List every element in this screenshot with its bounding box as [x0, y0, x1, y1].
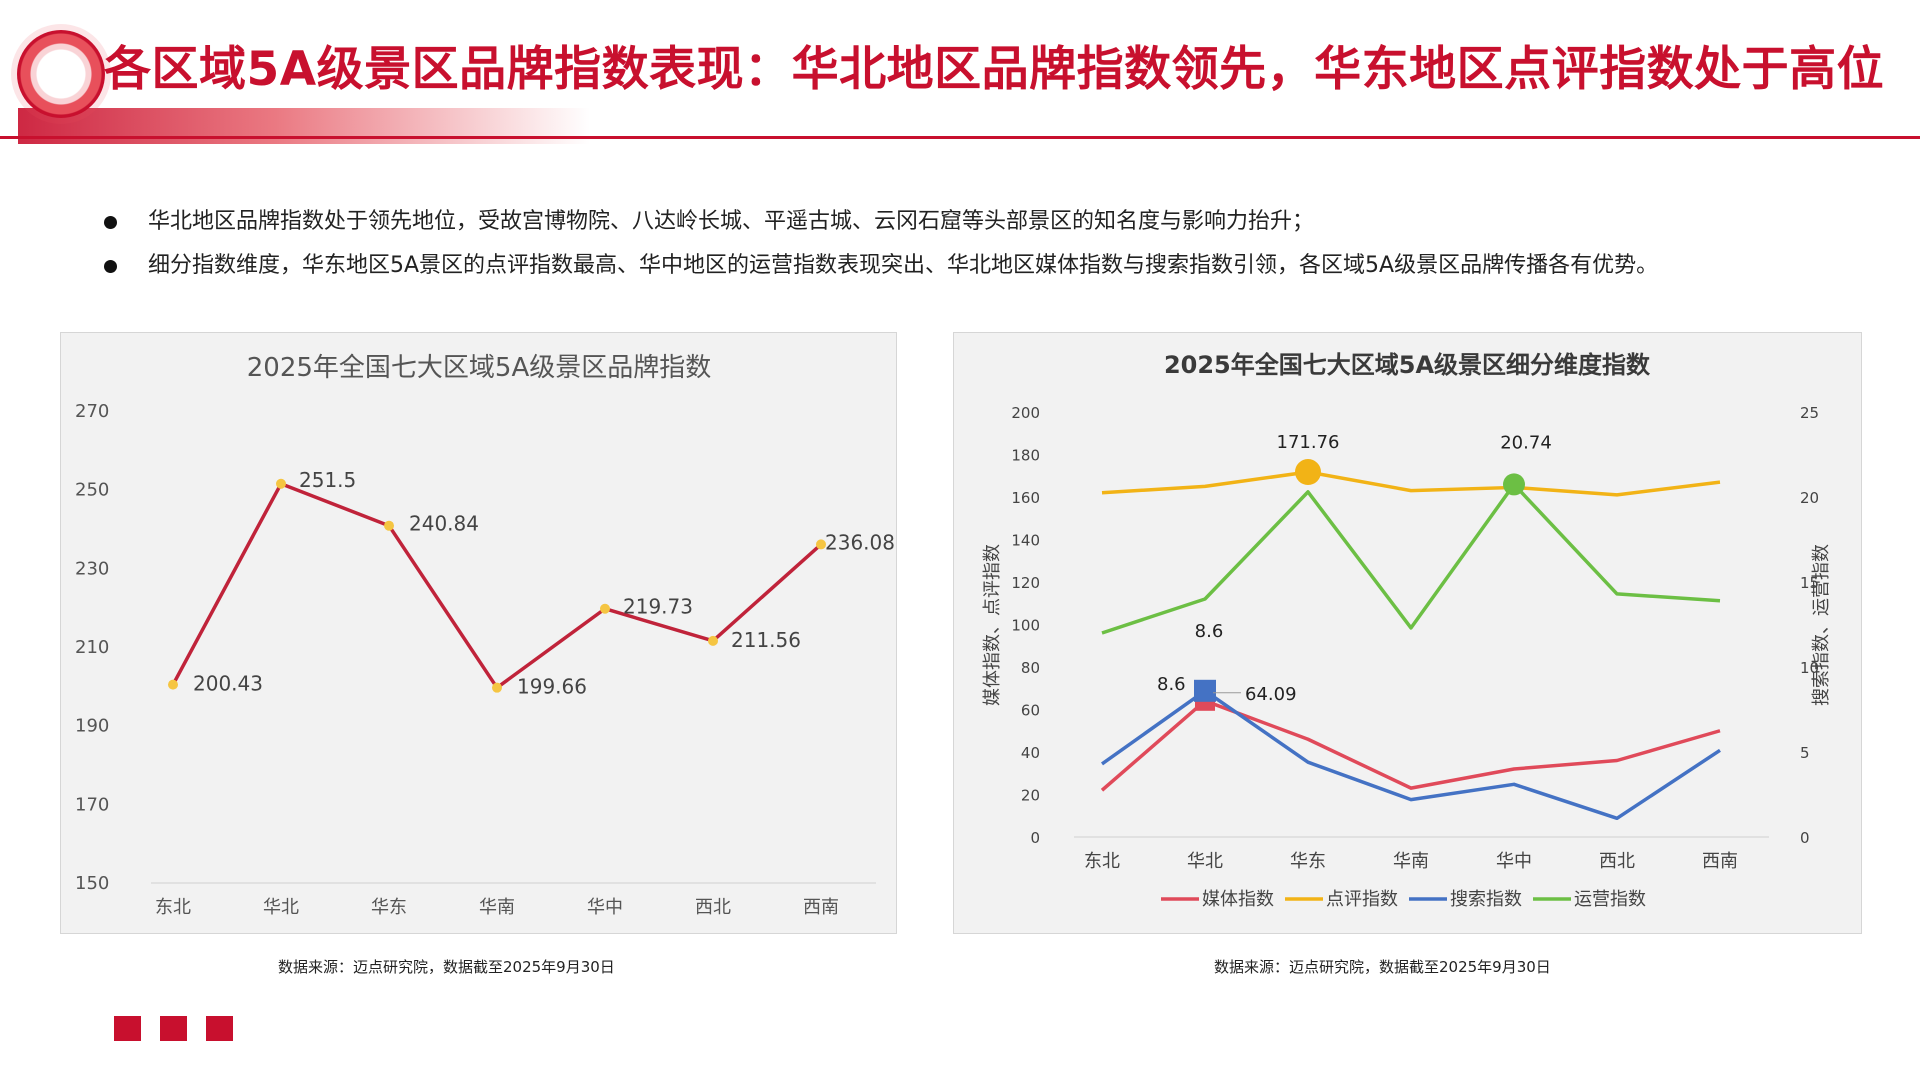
series-line: [1101, 470, 1721, 497]
decor-square-icon: [114, 1016, 141, 1041]
data-point: [708, 635, 718, 646]
chart-title: 2025年全国七大区域5A级景区品牌指数: [247, 353, 712, 383]
brand-index-chart-panel: 2025年全国七大区域5A级景区品牌指数 150 170 190 210 230 250 27…: [60, 332, 897, 934]
y-left-tick-label: 160: [1011, 489, 1040, 507]
y-left-tick-label: 0: [1030, 829, 1040, 847]
decor-square-icon: [160, 1016, 187, 1041]
bullet-text: 华北地区品牌指数处于领先地位，受故宫博物院、八达岭长城、平遥古城、云冈石窟等头部…: [148, 209, 1315, 234]
data-point: [168, 679, 178, 690]
y-tick-label: 150: [75, 873, 109, 894]
x-tick-label: 华中: [1496, 851, 1532, 872]
data-label: 199.66: [517, 675, 587, 699]
data-label: 200.43: [193, 672, 263, 696]
y-tick-label: 210: [75, 637, 109, 658]
x-tick-label: 华南: [1393, 851, 1429, 872]
data-label: 240.84: [409, 512, 479, 536]
series-line: [171, 482, 823, 690]
y-right-tick-label: 10: [1800, 659, 1819, 677]
x-tick-label: 华南: [479, 897, 515, 918]
data-source-left: 数据来源：迈点研究院，数据截至2025年9月30日: [278, 958, 615, 976]
y-right-tick-label: 20: [1800, 489, 1819, 507]
y-left-tick-label: 120: [1011, 574, 1040, 592]
y-tick-label: 190: [75, 716, 109, 737]
legend-label: 运营指数: [1574, 889, 1646, 910]
y-tick-label: 270: [75, 401, 109, 422]
y-right-tick-label: 0: [1800, 829, 1810, 847]
y-left-tick-label: 140: [1011, 532, 1040, 550]
legend-label: 媒体指数: [1202, 889, 1274, 910]
data-label: 8.6: [1157, 674, 1186, 695]
data-label: 236.08: [825, 530, 895, 554]
x-tick-label: 西南: [803, 897, 839, 918]
y-left-tick-label: 20: [1021, 787, 1040, 805]
y-left-tick-label: 180: [1011, 447, 1040, 465]
y-right-tick-label: 25: [1800, 404, 1819, 422]
header-divider: [0, 136, 1920, 139]
data-label: 64.09: [1245, 684, 1297, 705]
sub-index-chart: 2025年全国七大区域5A级景区细分维度指数020406080100120140…: [982, 351, 1832, 910]
x-tick-label: 华北: [1187, 851, 1223, 872]
chart-title: 2025年全国七大区域5A级景区细分维度指数: [1164, 351, 1651, 379]
data-label: 171.76: [1277, 432, 1340, 453]
x-tick-label: 西南: [1702, 851, 1738, 872]
highlight-marker: [1503, 473, 1525, 496]
data-label: 20.74: [1500, 432, 1552, 453]
highlight-marker: [1295, 459, 1321, 486]
y-tick-label: 230: [75, 558, 109, 579]
data-point: [816, 539, 826, 550]
data-point: [492, 682, 502, 693]
y-right-tick-label: 5: [1800, 744, 1810, 762]
page-title: 各区域5A级景区品牌指数表现：华北地区品牌指数领先，华东地区点评指数处于高位: [104, 42, 1885, 97]
y-left-tick-label: 200: [1011, 404, 1040, 422]
data-label: 211.56: [731, 628, 801, 652]
x-tick-label: 西北: [695, 897, 731, 918]
sub-index-chart-panel: 2025年全国七大区域5A级景区细分维度指数 0 20 40 60 80 100 120 140…: [953, 332, 1862, 934]
y-tick-label: 250: [75, 480, 109, 501]
legend-label: 搜索指数: [1450, 889, 1522, 910]
series-line: [1101, 482, 1721, 635]
legend-label: 点评指数: [1326, 889, 1398, 910]
data-source-right: 数据来源：迈点研究院，数据截至2025年9月30日: [1214, 958, 1551, 976]
bullet-dot-icon: [104, 260, 117, 273]
x-tick-label: 华东: [1290, 851, 1326, 872]
header-circle-icon: [17, 30, 105, 118]
y-right-axis-title: 搜索指数、运营指数: [1811, 544, 1832, 706]
y-right-tick-label: 15: [1800, 574, 1819, 592]
x-tick-label: 东北: [1084, 851, 1120, 872]
highlight-marker: [1194, 679, 1216, 702]
data-point: [600, 603, 610, 614]
data-label: 8.6: [1195, 621, 1224, 642]
y-left-tick-label: 100: [1011, 617, 1040, 635]
bullet-item: 细分指数维度，华东地区5A景区的点评指数最高、华中地区的运营指数表现突出、华北地…: [100, 244, 1880, 288]
summary-bullets: 华北地区品牌指数处于领先地位，受故宫博物院、八达岭长城、平遥古城、云冈石窟等头部…: [100, 200, 1880, 288]
y-tick-label: 170: [75, 794, 109, 815]
data-point: [276, 478, 286, 489]
x-tick-label: 华北: [263, 897, 299, 918]
bullet-item: 华北地区品牌指数处于领先地位，受故宫博物院、八达岭长城、平遥古城、云冈石窟等头部…: [100, 200, 1880, 244]
data-point: [384, 520, 394, 531]
x-tick-label: 东北: [155, 897, 191, 918]
y-left-axis-title: 媒体指数、点评指数: [982, 544, 1003, 706]
decor-square-icon: [206, 1016, 233, 1041]
y-left-tick-label: 40: [1021, 744, 1040, 762]
bullet-dot-icon: [104, 216, 117, 229]
bullet-text: 细分指数维度，华东地区5A景区的点评指数最高、华中地区的运营指数表现突出、华北地…: [148, 253, 1659, 278]
data-label: 219.73: [623, 595, 693, 619]
x-tick-label: 西北: [1599, 851, 1635, 872]
x-tick-label: 华东: [371, 897, 407, 918]
data-label: 251.5: [299, 468, 356, 492]
x-tick-label: 华中: [587, 897, 623, 918]
y-left-tick-label: 60: [1021, 702, 1040, 720]
series-line: [1100, 699, 1721, 792]
y-left-tick-label: 80: [1021, 659, 1040, 677]
brand-index-chart: 2025年全国七大区域5A级景区品牌指数 150 170 190 210 230 250 27…: [75, 353, 895, 918]
